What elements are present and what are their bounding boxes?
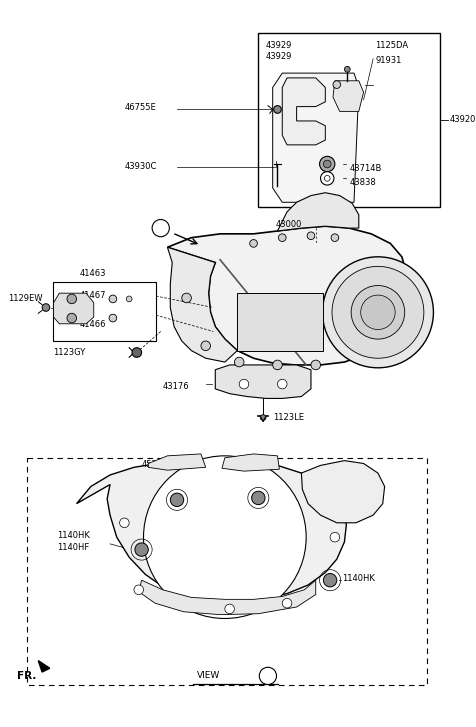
Circle shape: [134, 585, 144, 595]
Circle shape: [135, 543, 149, 556]
Polygon shape: [282, 78, 325, 145]
Circle shape: [109, 314, 117, 322]
Text: 91931: 91931: [375, 56, 401, 65]
Text: 43176: 43176: [163, 382, 189, 391]
Circle shape: [144, 456, 306, 619]
Circle shape: [225, 604, 234, 614]
Circle shape: [323, 574, 337, 587]
Polygon shape: [54, 293, 94, 324]
Text: 43838: 43838: [349, 178, 376, 188]
Circle shape: [252, 491, 265, 505]
Circle shape: [126, 296, 132, 302]
Bar: [258, 33, 440, 207]
Polygon shape: [149, 454, 206, 470]
Text: 1123LE: 1123LE: [273, 413, 304, 422]
Polygon shape: [215, 365, 311, 398]
Circle shape: [260, 414, 266, 420]
Polygon shape: [301, 461, 385, 523]
Circle shape: [274, 105, 281, 113]
Text: 43929: 43929: [266, 41, 292, 49]
Circle shape: [152, 220, 169, 237]
Circle shape: [323, 160, 331, 168]
Polygon shape: [222, 454, 279, 471]
Bar: [237, 293, 323, 350]
Circle shape: [201, 341, 210, 350]
Polygon shape: [278, 193, 359, 231]
Polygon shape: [168, 226, 407, 365]
Circle shape: [324, 175, 330, 181]
Polygon shape: [77, 461, 347, 601]
Circle shape: [361, 295, 395, 329]
Circle shape: [259, 667, 277, 685]
Circle shape: [250, 240, 258, 247]
Text: A: A: [158, 224, 164, 233]
Circle shape: [333, 81, 341, 89]
Text: VIEW: VIEW: [197, 672, 220, 680]
Circle shape: [182, 293, 191, 302]
Circle shape: [67, 313, 77, 323]
Text: 45328A: 45328A: [229, 460, 262, 469]
Circle shape: [278, 379, 287, 389]
Circle shape: [332, 266, 424, 358]
Text: 43714B: 43714B: [349, 164, 382, 173]
Circle shape: [345, 66, 350, 72]
Circle shape: [330, 532, 340, 542]
Text: 43929: 43929: [266, 52, 292, 61]
Text: 1123GY: 1123GY: [53, 348, 85, 357]
Polygon shape: [333, 81, 364, 111]
Circle shape: [351, 286, 405, 339]
Text: 1129EW: 1129EW: [8, 294, 42, 303]
Text: 41463: 41463: [79, 269, 106, 278]
Text: FR.: FR.: [17, 671, 37, 681]
Text: 1140HK: 1140HK: [58, 531, 90, 540]
Text: 1140HF: 1140HF: [58, 542, 89, 552]
Text: 43000: 43000: [276, 220, 302, 229]
Text: A: A: [265, 672, 271, 680]
Circle shape: [109, 295, 117, 302]
Text: 1125DA: 1125DA: [375, 41, 408, 49]
Circle shape: [319, 156, 335, 172]
Circle shape: [282, 598, 292, 608]
Circle shape: [234, 357, 244, 367]
Bar: [53, 281, 156, 341]
Circle shape: [67, 294, 77, 304]
Text: 46755E: 46755E: [124, 103, 156, 112]
Polygon shape: [38, 661, 50, 672]
Circle shape: [273, 360, 282, 370]
Text: 1140HK: 1140HK: [343, 574, 376, 583]
Circle shape: [311, 360, 320, 370]
Circle shape: [132, 348, 141, 357]
Bar: [27, 458, 426, 686]
Text: 43930C: 43930C: [124, 162, 157, 172]
Polygon shape: [273, 73, 359, 202]
Text: 41467: 41467: [79, 292, 106, 300]
Text: 41466: 41466: [79, 320, 106, 329]
Polygon shape: [139, 580, 316, 614]
Polygon shape: [168, 247, 237, 362]
Circle shape: [239, 379, 249, 389]
Circle shape: [307, 232, 315, 240]
Circle shape: [331, 234, 339, 241]
Circle shape: [278, 234, 286, 241]
Circle shape: [42, 304, 50, 311]
Circle shape: [119, 518, 129, 528]
Circle shape: [322, 257, 434, 368]
Text: 43920: 43920: [450, 116, 476, 124]
Circle shape: [320, 172, 334, 185]
Circle shape: [170, 493, 184, 507]
Text: 45328A: 45328A: [141, 460, 174, 469]
